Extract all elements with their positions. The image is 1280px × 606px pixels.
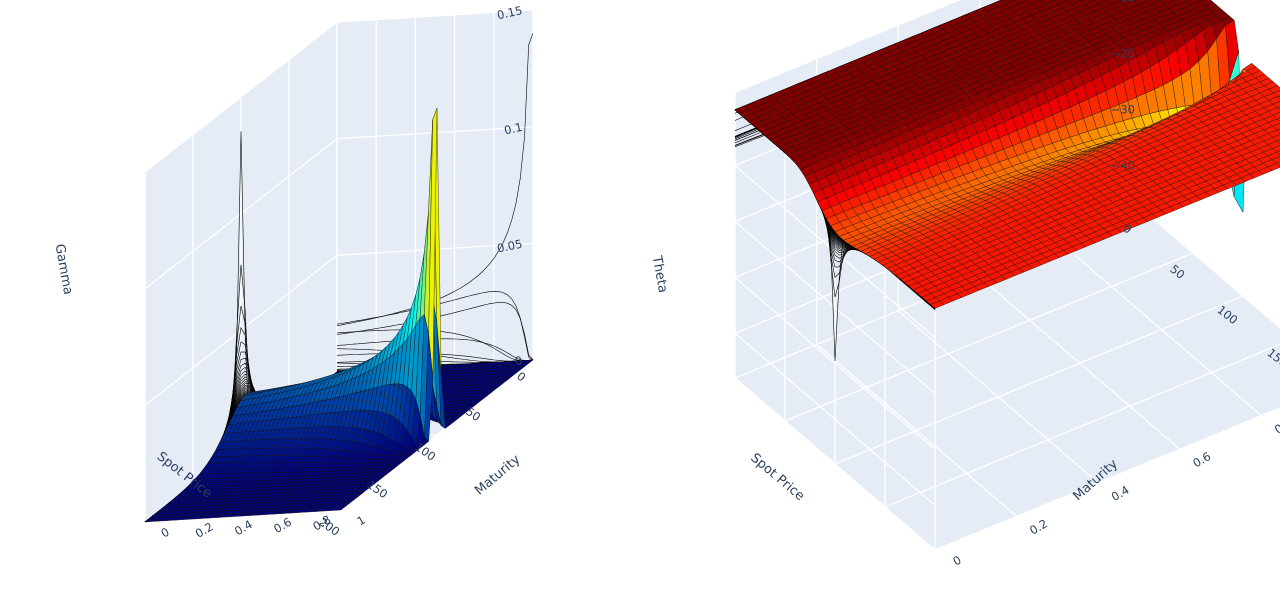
z-tick-label: 0.1: [503, 120, 524, 137]
surface-cell: [1272, 123, 1280, 131]
surface-cell: [1272, 134, 1280, 142]
surface-cell: [1272, 89, 1280, 97]
y-tick-label: 0: [950, 553, 963, 569]
theta-plot[interactable]: 05010015020000.20.40.60.810−10−20−30−40S…: [640, 0, 1280, 606]
y-tick-label: 0.6: [271, 515, 294, 536]
grid-line-floor-y: [1142, 209, 1280, 329]
surface-cell: [1276, 161, 1280, 167]
theta-surface-chart[interactable]: 05010015020000.20.40.60.810−10−20−30−40S…: [640, 0, 1280, 606]
grid-line-floor-y: [1060, 243, 1262, 417]
surface-cell: [335, 506, 346, 511]
grid-line-floor-y: [734, 377, 936, 551]
y-tick-label: 1: [354, 513, 367, 529]
y-tick-label: 0.2: [193, 519, 216, 540]
z-tick-label: −10: [1111, 0, 1135, 5]
z-tick-label: 0.05: [496, 237, 524, 256]
grid-line-floor-x: [884, 343, 1280, 508]
grid-line-z: [144, 126, 534, 290]
grid-line-floor-x: [834, 295, 1244, 465]
surface-cell: [1271, 145, 1280, 153]
y-tick-label: 0.4: [232, 517, 255, 538]
surface-cell: [1267, 140, 1280, 149]
x-tick-label: 50: [463, 404, 483, 424]
grid-line-floor-y: [979, 276, 1181, 450]
grid-line-z: [144, 242, 534, 406]
y-axis-title: Maturity: [472, 452, 523, 499]
grid-line-floor-x: [784, 252, 1194, 422]
gamma-plot[interactable]: 0 50 100 150 200 0 0.2 0.4 0.6 0.8 1 0 0.05 0.1 0.15 Sp…: [0, 0, 640, 606]
z-tick-label: 0.15: [496, 3, 524, 22]
z-axis-title: Gamma: [52, 243, 76, 296]
surface-cell: [1277, 95, 1280, 100]
z-axis-title: Theta: [649, 254, 670, 294]
surface-cell: [1272, 101, 1280, 109]
y-tick-label: 0.6: [1190, 449, 1213, 470]
y-tick-label: 0.4: [1109, 483, 1132, 504]
grid-line-z: [144, 9, 534, 173]
surface-cell: [1267, 151, 1280, 160]
y-tick-label: 0.8: [1272, 415, 1280, 436]
y-tick-label: 0.2: [1027, 516, 1050, 537]
grid-line-floor-x: [934, 407, 1280, 551]
surface-cell: [1276, 117, 1280, 122]
surface-cell: [1276, 106, 1280, 111]
grid-line-floor-y: [816, 343, 1018, 517]
surface-cell: [1272, 112, 1280, 120]
grid-line-floor-y: [897, 310, 1099, 484]
z-tick-label: 0: [514, 353, 524, 368]
x-axis-title: Spot Price: [747, 451, 807, 505]
z-tick-label: −30: [1111, 102, 1135, 116]
z-tick-label: −20: [1111, 47, 1135, 61]
surface-cell: [1267, 163, 1280, 171]
surface-cell: [1271, 156, 1280, 164]
z-tick-label: −40: [1111, 158, 1135, 172]
y-tick-label: 0: [158, 525, 171, 541]
